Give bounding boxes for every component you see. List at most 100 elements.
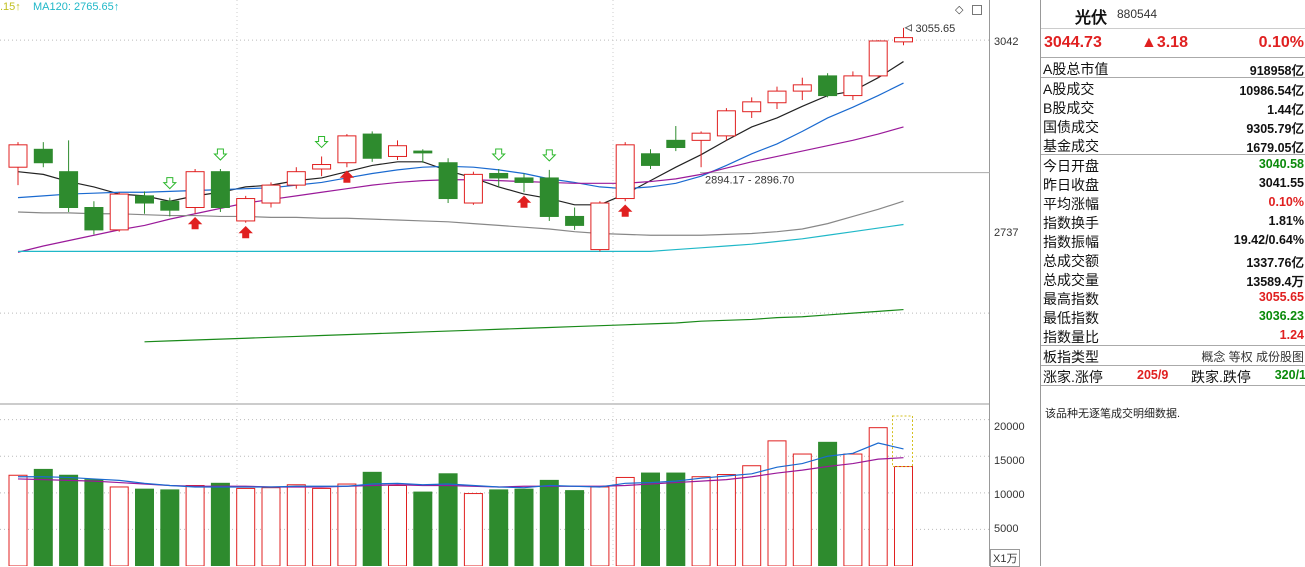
up-limit-value: 205/9 — [1137, 368, 1169, 382]
volume-bar — [792, 453, 812, 566]
buy-signal-arrow-icon — [339, 170, 355, 183]
volume-bar — [109, 486, 129, 566]
range-annotation: 2894.17 - 2896.70 — [705, 175, 794, 187]
price-row: 3044.73 ▲3.18 0.10% — [1041, 29, 1305, 58]
price-axis: 3042 2737 20000 15000 10000 5000 X1万 — [990, 0, 1038, 567]
candle-body — [84, 207, 104, 231]
stat-row: 最高指数 3055.65 — [1041, 288, 1305, 307]
index-name: 光伏 — [1075, 10, 1108, 27]
stat-value: 3036.23 — [1258, 309, 1304, 323]
stat-value: 1.81% — [1268, 214, 1304, 228]
candle-body — [59, 171, 79, 209]
tick-data-note: 该品种无逐笔成交明细数据. — [1045, 408, 1181, 420]
candle-body — [8, 144, 28, 168]
down-limit-label: 跌家.跌停 — [1191, 369, 1251, 385]
candle-body — [691, 132, 711, 141]
volume-tick-10000: 10000 — [994, 489, 1025, 501]
volume-bar — [641, 472, 660, 566]
stat-label: 昨日收盘 — [1043, 177, 1099, 193]
index-type-row[interactable]: 板指类型 概念 等权 成份股图 — [1041, 346, 1305, 366]
volume-unit[interactable]: X1万 — [990, 549, 1021, 567]
stat-label: 最高指数 — [1043, 291, 1099, 307]
price-ma-line — [17, 61, 904, 206]
window-icon[interactable] — [972, 5, 982, 15]
stat-value: 1337.76亿 — [1246, 256, 1304, 270]
stat-label: 基金成交 — [1043, 138, 1099, 154]
candle-body — [767, 90, 787, 104]
stat-value: 10986.54亿 — [1239, 84, 1304, 98]
volume-bar — [135, 488, 154, 566]
price-ma-line — [17, 200, 904, 236]
quote-header: 光伏 880544 — [1041, 0, 1305, 29]
volume-bar — [337, 483, 357, 566]
candle-body — [160, 200, 180, 211]
volume-bar — [8, 474, 28, 566]
index-type-value[interactable]: 概念 等权 成份股图 — [1201, 350, 1304, 364]
stat-row: 昨日收盘 3041.55 — [1041, 174, 1305, 193]
stat-row: 指数换手 1.81% — [1041, 212, 1305, 231]
buy-signal-arrow-icon — [617, 204, 633, 217]
candle-body — [539, 177, 559, 217]
candle-body — [843, 75, 863, 97]
candle-body — [666, 139, 686, 149]
volume-bar — [894, 466, 913, 566]
stat-value: 1.44亿 — [1267, 103, 1304, 117]
high-marker-icon — [904, 24, 912, 32]
candle-body — [792, 84, 812, 92]
candle-body — [236, 198, 256, 222]
candle-body — [868, 40, 888, 77]
volume-bar — [286, 484, 306, 566]
volume-tick-5000: 5000 — [994, 523, 1019, 535]
volume-bar — [818, 441, 838, 566]
stat-label: 指数量比 — [1043, 329, 1099, 345]
candle-body — [33, 148, 53, 164]
volume-bar — [388, 485, 407, 566]
stat-value: 3055.65 — [1258, 290, 1304, 304]
stats-group: 今日开盘 3040.58 昨日收盘 3041.55 平均涨幅 0.10% 指数换手 1.81%… — [1041, 155, 1305, 346]
volume-bar — [539, 479, 559, 566]
buy-signal-arrow-icon — [187, 217, 203, 230]
price-ma-line — [17, 126, 904, 253]
volume-bar — [236, 487, 256, 566]
volume-bar — [463, 493, 483, 566]
volume-bar — [767, 440, 787, 566]
stat-label: B股成交 — [1043, 100, 1095, 116]
price-ma-line — [17, 82, 904, 199]
stat-value: 0.10% — [1268, 195, 1304, 209]
sell-signal-arrow-icon — [162, 177, 178, 190]
diamond-icon[interactable]: ◇ — [955, 4, 964, 16]
candle-body — [312, 164, 332, 170]
volume-bar — [59, 474, 79, 566]
volume-bar — [438, 473, 458, 566]
quote-panel: 光伏 880544 3044.73 ▲3.18 0.10% A股总市值 91895… — [1040, 0, 1305, 566]
stat-value: 1679.05亿 — [1246, 141, 1304, 155]
candle-body — [489, 172, 509, 179]
stat-label: 今日开盘 — [1043, 158, 1099, 174]
sell-signal-arrow-icon — [213, 148, 228, 161]
stat-value: 9305.79亿 — [1246, 122, 1304, 136]
volume-bar — [160, 489, 180, 566]
volume-bar — [185, 485, 205, 566]
index-type-label: 板指类型 — [1043, 349, 1099, 365]
stat-row: 指数振幅 19.42/0.64% — [1041, 231, 1305, 250]
stat-value: 19.42/0.64% — [1233, 233, 1304, 247]
volume-bar — [210, 482, 230, 566]
chart-canvas[interactable]: 3055.65 2894.17 - 2896.70 — [0, 0, 990, 566]
volume-bar — [868, 427, 888, 566]
ma-label-partial: .15↑ — [0, 1, 21, 13]
high-annotation: 3055.65 — [916, 23, 956, 35]
volume-bar — [691, 476, 711, 566]
stat-label: 国债成交 — [1043, 119, 1099, 135]
ma120-label: MA120: 2765.65↑ — [33, 1, 120, 13]
candle-body — [210, 171, 230, 209]
volume-ma-line — [18, 442, 904, 489]
turnover-group: A股成交 10986.54亿 B股成交 1.44亿国债成交 9305.79亿基金成交 16… — [1041, 78, 1305, 155]
volume-bar — [742, 465, 762, 566]
stat-row: A股成交 10986.54亿 — [1041, 78, 1305, 98]
candle-body — [388, 145, 407, 157]
stat-row: 平均涨幅 0.10% — [1041, 193, 1305, 212]
stat-row: 指数量比 1.24 — [1041, 326, 1305, 345]
last-price: 3044.73 — [1044, 34, 1102, 51]
kline-chart[interactable]: 3055.65 2894.17 - 2896.70 .15↑ MA120: 276… — [0, 0, 990, 566]
buy-signal-arrow-icon — [238, 226, 253, 239]
